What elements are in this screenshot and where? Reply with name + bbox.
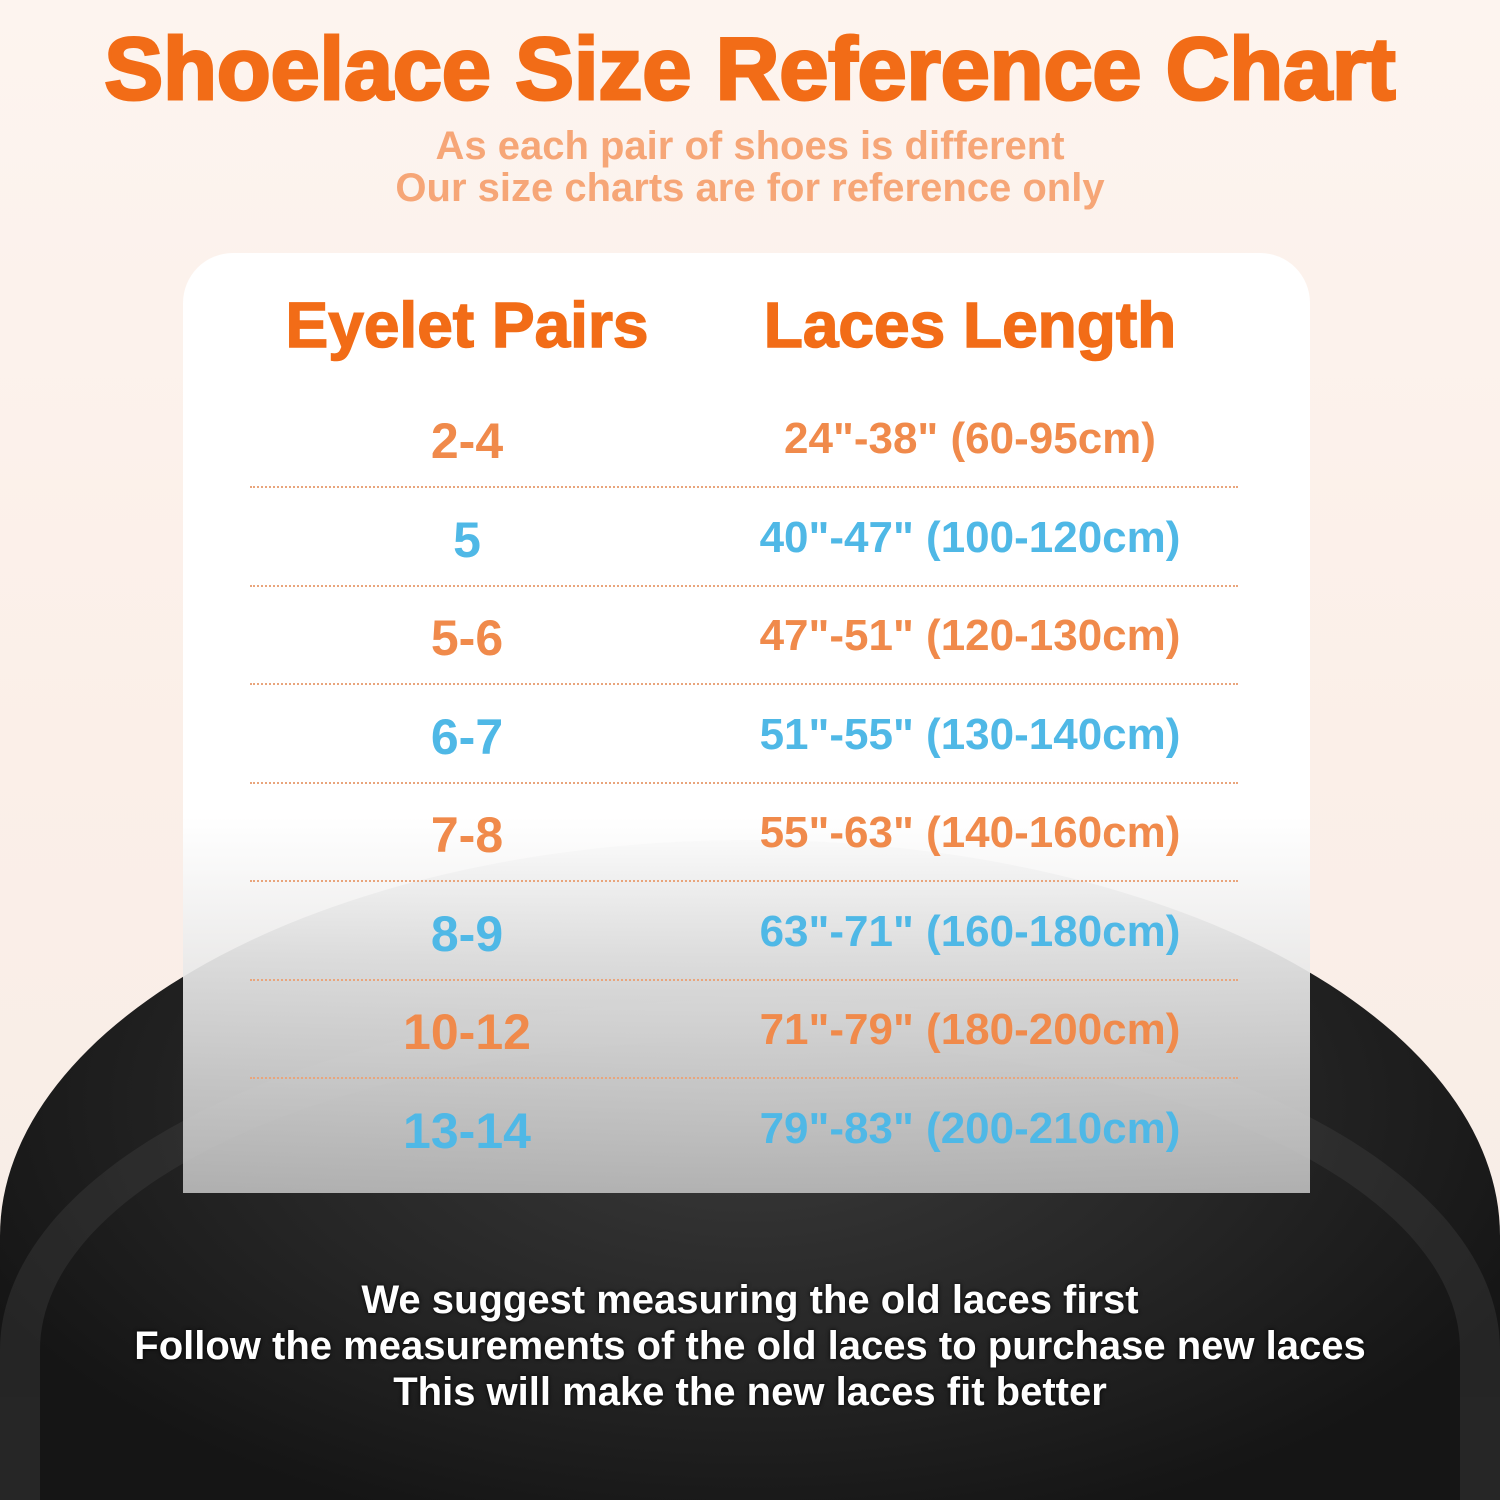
eyelet-pairs-cell: 5-6 bbox=[430, 610, 504, 666]
table-row: 7-8 55"-63" (140-160cm) bbox=[0, 784, 1500, 882]
row-divider bbox=[250, 1077, 1238, 1079]
row-divider bbox=[250, 584, 1238, 587]
row-divider bbox=[250, 880, 1238, 882]
laces-length-cell: 71"-79" (180-200cm) bbox=[759, 1005, 1181, 1054]
header-eyelet-pairs: Eyelet Pairs bbox=[285, 288, 649, 362]
eyelet-pairs-cell: 2-4 bbox=[430, 413, 504, 469]
eyelet-pairs-cell: 5 bbox=[453, 511, 481, 568]
table-row: 2-4 24"-38" (60-95cm) bbox=[0, 390, 1500, 488]
laces-length-cell: 55"-63" (140-160cm) bbox=[759, 808, 1181, 857]
table-row: 8-9 63"-71" (160-180cm) bbox=[0, 883, 1500, 981]
laces-length-cell: 79"-83" (200-210cm) bbox=[759, 1103, 1181, 1153]
row-divider bbox=[250, 486, 1238, 488]
eyelet-pairs-cell: 8-9 bbox=[430, 905, 504, 962]
laces-length-cell: 63"-71" (160-180cm) bbox=[759, 906, 1181, 956]
subtitle-line-2: Our size charts are for reference only bbox=[395, 166, 1105, 210]
eyelet-pairs-cell: 6-7 bbox=[430, 708, 504, 765]
laces-length-cell: 51"-55" (130-140cm) bbox=[759, 709, 1181, 759]
subtitle-line-1: As each pair of shoes is different bbox=[435, 124, 1065, 168]
eyelet-pairs-cell: 10-12 bbox=[403, 1004, 531, 1060]
laces-length-cell: 24"-38" (60-95cm) bbox=[784, 414, 1156, 463]
table-row: 13-14 79"-83" (200-210cm) bbox=[0, 1080, 1500, 1178]
table-row: 6-7 51"-55" (130-140cm) bbox=[0, 686, 1500, 784]
header-laces-length: Laces Length bbox=[763, 288, 1177, 362]
laces-length-cell: 47"-51" (120-130cm) bbox=[759, 611, 1181, 660]
footer-line-2: Follow the measurements of the old laces… bbox=[134, 1324, 1366, 1368]
row-divider bbox=[250, 978, 1238, 981]
laces-length-cell: 40"-47" (100-120cm) bbox=[759, 512, 1181, 562]
footer-line-1: We suggest measuring the old laces first bbox=[361, 1278, 1139, 1322]
size-table-card bbox=[183, 253, 1310, 1193]
table-row: 10-12 71"-79" (180-200cm) bbox=[0, 981, 1500, 1079]
eyelet-pairs-cell: 7-8 bbox=[430, 807, 504, 863]
row-divider bbox=[250, 781, 1238, 784]
footer-line-3: This will make the new laces fit better bbox=[393, 1370, 1107, 1414]
page-title: Shoelace Size Reference Chart bbox=[103, 18, 1397, 120]
table-row: 5 40"-47" (100-120cm) bbox=[0, 489, 1500, 587]
row-divider bbox=[250, 683, 1238, 685]
table-row: 5-6 47"-51" (120-130cm) bbox=[0, 587, 1500, 685]
eyelet-pairs-cell: 13-14 bbox=[403, 1102, 531, 1159]
